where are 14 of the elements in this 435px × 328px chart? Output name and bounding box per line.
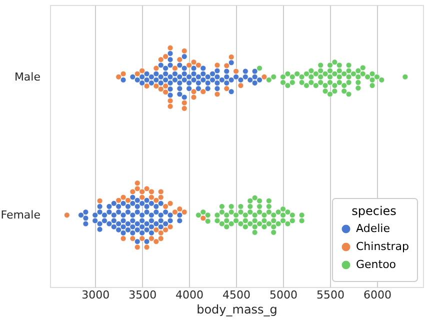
x-tick-label: 4000	[176, 288, 204, 302]
legend-label: Adelie	[356, 222, 390, 235]
x-tick-label: 5000	[270, 288, 298, 302]
y-tick-label: Female	[0, 208, 41, 222]
x-axis-title: body_mass_g	[196, 302, 278, 316]
legend-label: Gentoo	[356, 258, 396, 271]
y-tick-label: Male	[14, 70, 41, 84]
legend-label: Chinstrap	[356, 240, 409, 253]
x-tick-label: 3500	[128, 288, 157, 302]
x-tick-label: 6000	[363, 288, 392, 302]
x-tick-label: 5500	[316, 288, 344, 302]
x-tick-label: 4500	[222, 288, 251, 302]
legend-title: species	[352, 204, 396, 218]
x-tick-label: 3000	[82, 288, 110, 302]
